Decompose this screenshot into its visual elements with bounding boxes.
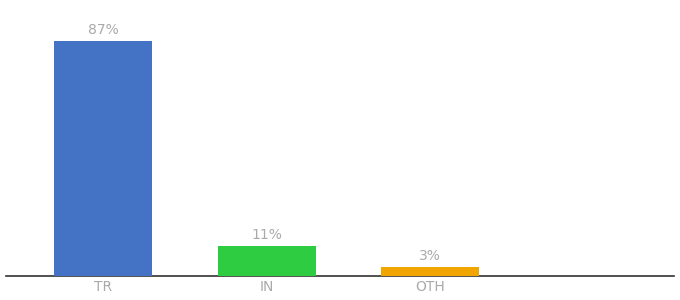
- Text: 3%: 3%: [419, 249, 441, 263]
- Text: 87%: 87%: [88, 22, 119, 37]
- Text: 11%: 11%: [251, 228, 282, 242]
- Bar: [218, 246, 316, 276]
- Bar: [54, 41, 152, 276]
- Bar: [381, 268, 479, 276]
